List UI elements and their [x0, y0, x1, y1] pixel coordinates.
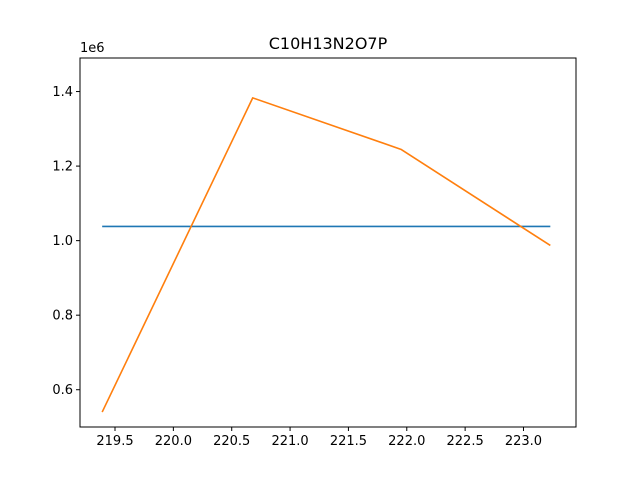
y-tick-label: 0.6	[52, 383, 73, 398]
axes-frame	[79, 57, 577, 428]
x-axis: 219.5 220.0 220.5 221.0 221.5 222.0 222.5 223.0	[96, 427, 542, 449]
series-line-2	[101, 97, 551, 413]
chart-title: C10H13N2O7P	[269, 34, 388, 53]
x-tick-label: 221.5	[330, 434, 367, 449]
x-tick-label: 220.0	[155, 434, 192, 449]
y-axis: 0.6 0.8 1.0 1.2 1.4	[52, 85, 80, 398]
y-offset-label: 1e6	[80, 41, 105, 56]
y-tick-label: 1.2	[52, 160, 73, 175]
y-tick-label: 1.4	[52, 85, 73, 100]
x-tick-label: 223.0	[505, 434, 542, 449]
series-layer	[101, 97, 551, 413]
x-tick-label: 219.5	[96, 434, 133, 449]
y-tick-label: 0.8	[52, 309, 73, 324]
x-tick-label: 220.5	[213, 434, 250, 449]
x-tick-label: 222.0	[388, 434, 425, 449]
x-tick-label: 221.0	[271, 434, 308, 449]
y-tick-label: 1.0	[52, 234, 73, 249]
x-tick-label: 222.5	[447, 434, 484, 449]
